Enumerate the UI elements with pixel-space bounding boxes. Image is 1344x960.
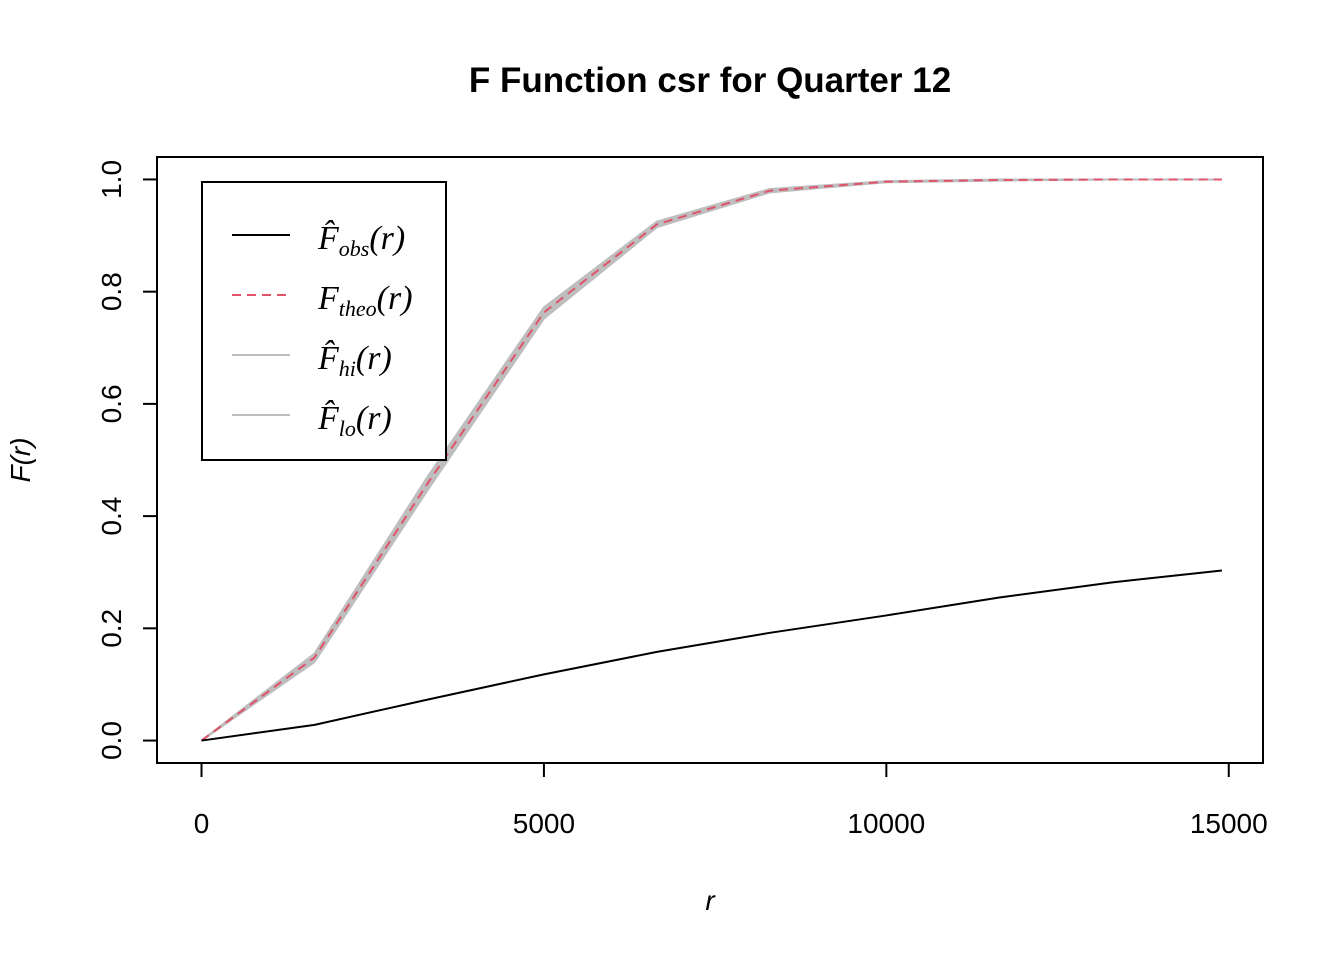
legend: F̂obs(r) Ftheo(r) F̂hi(r) F̂lo(r) (201, 181, 447, 461)
legend-label-lo: F̂lo(r) (317, 399, 392, 441)
legend-label-theo: Ftheo(r) (317, 280, 413, 321)
legend-label-hi: F̂hi(r) (317, 339, 392, 381)
x-tick-label: 5000 (513, 808, 575, 839)
x-tick-label: 10000 (847, 808, 925, 839)
y-tick-label: 0.6 (96, 384, 127, 423)
x-axis-label: r (705, 885, 716, 916)
x-tick-label: 15000 (1190, 808, 1268, 839)
series-line-obs (201, 569, 1223, 742)
x-axis: 0 5000 10000 15000 (194, 762, 1268, 839)
y-tick-label: 0.8 (96, 272, 127, 311)
y-tick-label: 0.2 (96, 609, 127, 648)
legend-label-obs: F̂obs(r) (317, 219, 405, 261)
x-tick-label: 0 (194, 808, 210, 839)
y-tick-label: 0.4 (96, 497, 127, 536)
y-tick-label: 1.0 (96, 160, 127, 199)
series-line-theo (200, 178, 1222, 742)
y-axis-label: F(r) (5, 437, 36, 482)
y-axis: 0.0 0.2 0.4 0.6 0.8 1.0 (96, 160, 157, 760)
legend-box (201, 181, 447, 461)
y-tick-label: 0.0 (96, 721, 127, 760)
series-layer (200, 178, 1223, 742)
chart-title: F Function csr for Quarter 12 (469, 61, 951, 100)
